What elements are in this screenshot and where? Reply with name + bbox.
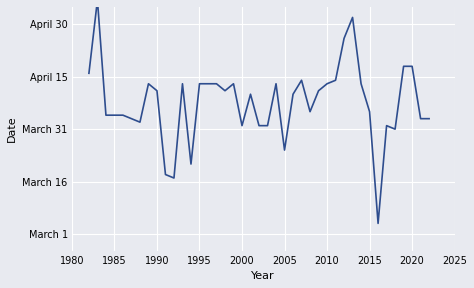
Y-axis label: Date: Date bbox=[7, 116, 17, 143]
X-axis label: Year: Year bbox=[251, 271, 275, 281]
